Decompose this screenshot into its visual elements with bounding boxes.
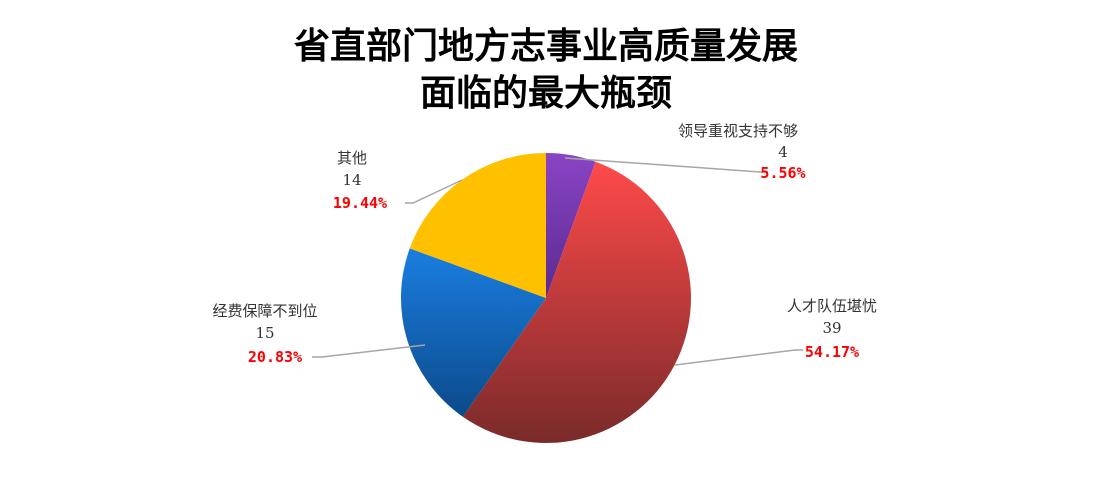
pie-slice-lingdao bbox=[546, 153, 596, 298]
leader-lines bbox=[312, 157, 803, 366]
slice-value-qita: 14 bbox=[342, 171, 361, 189]
leader-line-lingdao bbox=[564, 157, 768, 173]
slice-value-rencai: 39 bbox=[822, 319, 841, 337]
slice-percent-jingfei: 20.83% bbox=[248, 348, 302, 366]
slice-label-qita: 其他 bbox=[337, 149, 367, 167]
slice-value-jingfei: 15 bbox=[255, 324, 274, 342]
pie-slice-jingfei bbox=[400, 248, 546, 417]
slice-label-jingfei: 经费保障不到位 bbox=[212, 302, 317, 320]
chart-title-line-2: 面临的最大瓶颈 bbox=[420, 73, 672, 114]
leader-line-rencai bbox=[674, 349, 803, 366]
pie-slice-rencai bbox=[462, 161, 691, 443]
leader-line-qita bbox=[405, 179, 463, 204]
pie-slices bbox=[400, 152, 691, 443]
pie-slice-qita bbox=[409, 152, 546, 298]
slice-label-lingdao: 领导重视支持不够 bbox=[678, 122, 798, 140]
slice-value-lingdao: 4 bbox=[778, 143, 788, 161]
slice-percent-lingdao: 5.56% bbox=[760, 164, 805, 182]
chart-title-line-1: 省直部门地方志事业高质量发展 bbox=[294, 26, 798, 67]
slice-label-rencai: 人才队伍堪忧 bbox=[787, 297, 877, 315]
slice-percent-qita: 19.44% bbox=[333, 194, 387, 212]
leader-line-jingfei bbox=[312, 344, 426, 358]
slice-percent-rencai: 54.17% bbox=[805, 343, 859, 361]
